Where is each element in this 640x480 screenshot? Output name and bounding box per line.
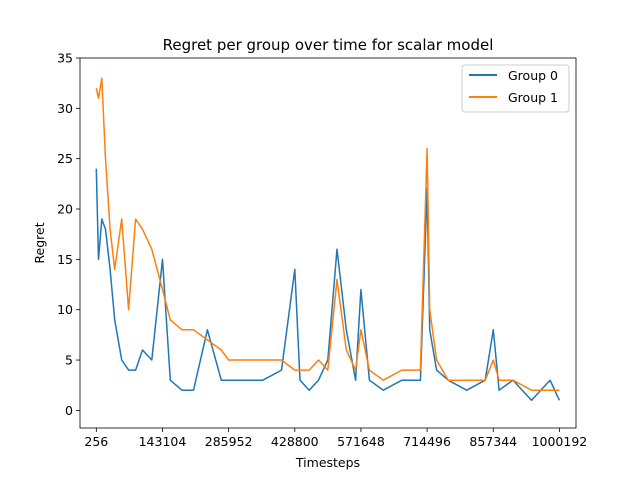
y-tick-label: 10 (57, 302, 73, 317)
y-tick-label: 5 (65, 353, 73, 368)
x-axis-title: Timesteps (295, 455, 360, 470)
y-axis: 0 5 10 15 20 25 30 35 (57, 51, 80, 418)
plot-frame (79, 57, 577, 429)
legend: Group 0 Group 1 (461, 64, 570, 113)
chart-title: Regret per group over time for scalar mo… (163, 36, 494, 54)
series-line-group-0 (95, 168, 561, 402)
x-tick-label: 256 (84, 434, 108, 449)
y-tick-label: 15 (57, 252, 73, 267)
x-tick-label: 714496 (403, 434, 451, 449)
y-tick-label: 30 (57, 101, 73, 116)
x-axis: 256 143104 285952 428800 571648 714496 857344 1… (84, 428, 587, 449)
x-tick-label: 1000192 (532, 434, 588, 449)
y-tick-label: 25 (57, 151, 73, 166)
y-tick-label: 20 (57, 202, 73, 217)
x-tick-label: 143104 (139, 434, 187, 449)
x-tick-label: 428800 (271, 434, 319, 449)
legend-box (461, 64, 570, 113)
y-tick-label: 0 (65, 403, 73, 418)
y-tick-label: 35 (57, 51, 73, 66)
x-tick-label: 857344 (469, 434, 517, 449)
plot-area (95, 77, 561, 402)
x-tick-label: 285952 (205, 434, 253, 449)
x-tick-label: 571648 (337, 434, 385, 449)
y-axis-title: Regret (32, 222, 47, 263)
legend-label-group-1: Group 1 (508, 90, 558, 105)
legend-label-group-0: Group 0 (508, 68, 558, 83)
series-line-group-1 (95, 77, 560, 391)
